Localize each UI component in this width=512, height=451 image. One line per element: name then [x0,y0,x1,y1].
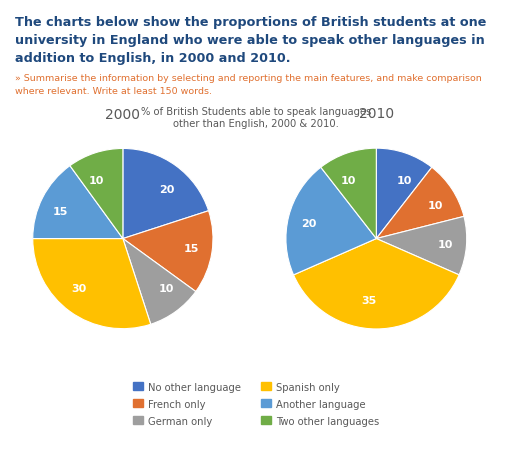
Text: university in England who were able to speak other languages in: university in England who were able to s… [15,34,485,47]
Text: 20: 20 [302,219,317,229]
Wedge shape [33,239,151,329]
Text: 35: 35 [361,295,376,305]
Text: 15: 15 [53,206,68,216]
Wedge shape [123,211,213,292]
Wedge shape [33,166,123,239]
Text: 10: 10 [438,239,453,249]
Wedge shape [123,239,196,325]
Text: other than English, 2000 & 2010.: other than English, 2000 & 2010. [173,119,339,129]
Text: 15: 15 [183,244,199,253]
Legend: No other language, French only, German only, Spanish only, Another language, Two: No other language, French only, German o… [130,379,382,428]
Text: addition to English, in 2000 and 2010.: addition to English, in 2000 and 2010. [15,52,291,65]
Text: 10: 10 [159,284,174,294]
Text: where relevant. Write at least 150 words.: where relevant. Write at least 150 words… [15,87,212,96]
Text: 10: 10 [396,176,412,186]
Text: 10: 10 [428,201,443,211]
Title: 2010: 2010 [359,107,394,121]
Wedge shape [70,149,123,239]
Wedge shape [376,149,432,239]
Text: % of British Students able to speak languages: % of British Students able to speak lang… [141,106,371,116]
Text: 10: 10 [89,176,104,186]
Wedge shape [321,149,376,239]
Text: » Summarise the information by selecting and reporting the main features, and ma: » Summarise the information by selecting… [15,74,482,83]
Wedge shape [293,239,459,329]
Text: 10: 10 [341,176,356,186]
Text: The charts below show the proportions of British students at one: The charts below show the proportions of… [15,16,487,29]
Text: 30: 30 [72,284,87,294]
Wedge shape [376,217,467,275]
Wedge shape [376,168,464,239]
Title: 2000: 2000 [105,107,140,121]
Text: 20: 20 [159,184,174,194]
Wedge shape [123,149,208,239]
Wedge shape [286,168,376,275]
